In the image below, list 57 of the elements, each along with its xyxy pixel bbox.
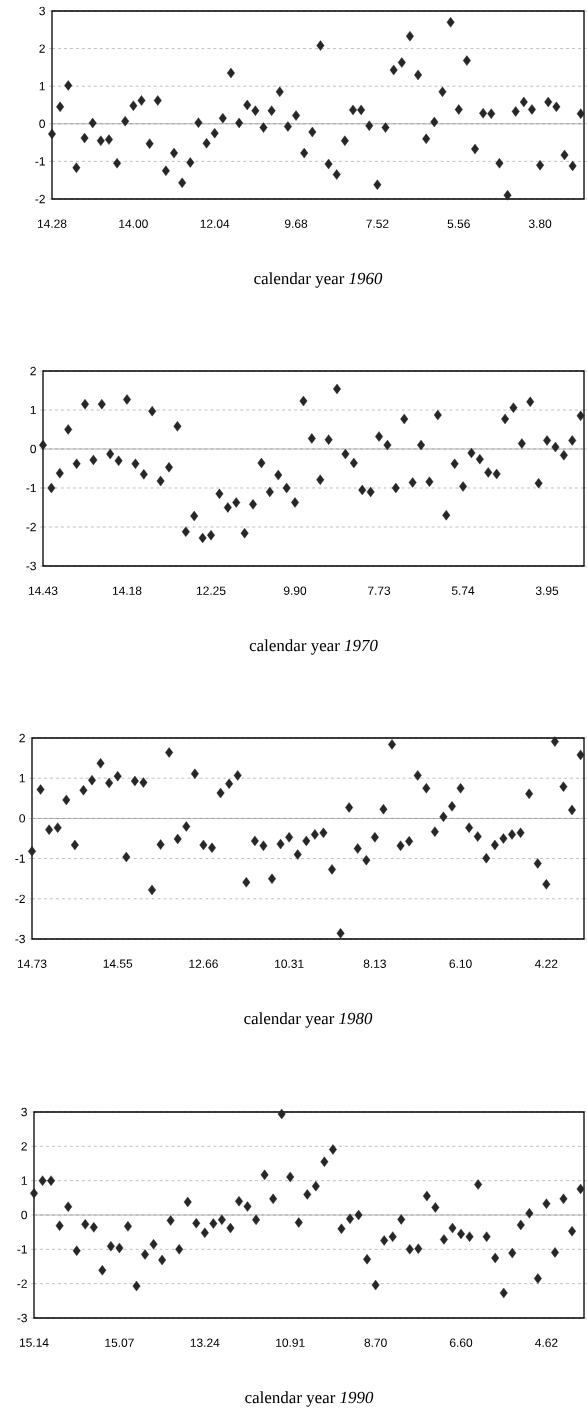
x-axis-title: calendar year 1990 (245, 1391, 374, 1407)
x-tick-label: 14.18 (112, 586, 142, 595)
x-tick-label: 12.66 (189, 959, 218, 968)
x-tick-label: 15.14 (19, 1338, 49, 1347)
x-axis-title: calendar year 1970 (249, 639, 378, 655)
y-tick-label: 0 (21, 1210, 28, 1220)
y-tick-label: -2 (17, 1279, 27, 1288)
x-tick-label: 14.55 (103, 959, 133, 968)
y-tick-label: -1 (15, 854, 25, 863)
x-tick-label: 10.31 (275, 959, 304, 968)
x-tick-label: 15.07 (105, 1338, 134, 1347)
x-axis-title: calendar year 1980 (244, 1012, 373, 1028)
x-tick-label: 9.68 (284, 219, 308, 228)
y-tick-label: 0 (39, 119, 46, 129)
x-tick-label: 3.95 (535, 586, 559, 595)
x-tick-label: 14.28 (37, 219, 67, 228)
y-tick-label: 2 (39, 44, 45, 53)
x-tick-label: 4.22 (534, 959, 558, 968)
x-tick-label: 5.74 (451, 586, 475, 595)
y-tick-label: -2 (26, 522, 36, 532)
y-tick-label: 0 (19, 814, 26, 823)
x-axis-title: calendar year 1960 (254, 272, 383, 288)
x-tick-label: 6.10 (449, 959, 472, 968)
x-tick-label: 14.73 (17, 959, 47, 968)
x-tick-label: 10.91 (276, 1338, 305, 1347)
y-tick-label: 3 (21, 1107, 27, 1117)
x-tick-label: 4.62 (535, 1338, 558, 1347)
x-tick-label: 7.73 (368, 586, 391, 595)
y-tick-label: -1 (35, 157, 45, 166)
y-tick-label: -1 (17, 1245, 27, 1254)
x-tick-label: 3.80 (528, 219, 552, 228)
y-tick-label: 3 (39, 6, 45, 16)
x-tick-label: 13.24 (190, 1338, 220, 1347)
y-tick-label: 2 (21, 1142, 27, 1151)
x-tick-label: 7.52 (366, 219, 389, 228)
y-tick-label: -2 (35, 194, 45, 204)
x-tick-label: 14.43 (28, 586, 58, 595)
y-tick-label: 2 (30, 366, 36, 376)
y-tick-label: 2 (19, 733, 25, 743)
y-tick-label: 1 (19, 774, 25, 783)
x-tick-label: 6.60 (450, 1338, 473, 1347)
y-tick-label: 1 (21, 1176, 27, 1185)
y-tick-label: 1 (30, 405, 36, 415)
x-tick-label: 12.04 (200, 219, 230, 228)
y-tick-label: -1 (26, 483, 36, 493)
y-tick-label: 1 (39, 82, 45, 91)
y-tick-label: -3 (17, 1313, 27, 1323)
x-tick-label: 8.70 (364, 1338, 387, 1347)
y-tick-label: -3 (15, 934, 25, 944)
x-tick-label: 8.13 (363, 959, 386, 968)
y-tick-label: 0 (30, 444, 37, 454)
x-tick-label: 14.00 (119, 219, 148, 228)
y-tick-label: -3 (26, 561, 36, 571)
x-tick-label: 9.90 (283, 586, 307, 595)
x-tick-label: 12.25 (196, 586, 226, 595)
y-tick-label: -2 (15, 894, 25, 903)
x-tick-label: 5.56 (447, 219, 470, 228)
